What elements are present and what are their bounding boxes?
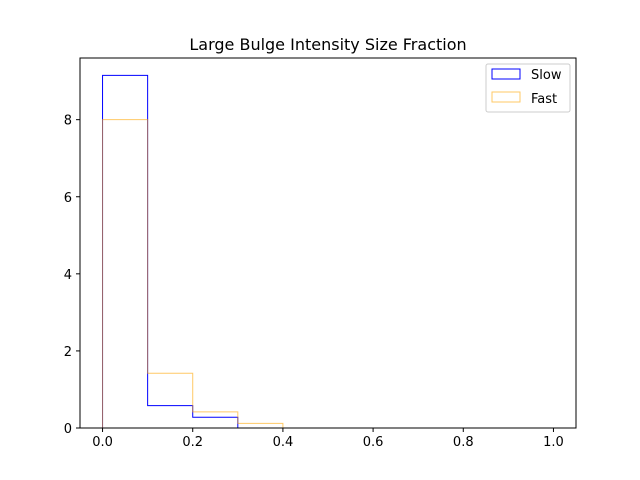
y-axis: 0 2 4 6 8 (64, 114, 80, 437)
x-tick-label: 0.6 (363, 435, 384, 450)
legend-label-fast: Fast (531, 92, 557, 107)
x-tick-label: 0.4 (273, 435, 294, 450)
y-tick-label: 4 (64, 268, 72, 283)
y-tick-label: 2 (64, 345, 72, 360)
chart-title: Large Bulge Intensity Size Fraction (189, 35, 466, 54)
x-tick-label: 0.0 (92, 435, 113, 450)
y-tick-label: 0 (64, 422, 72, 437)
histogram-series-fast (102, 119, 554, 429)
legend: Slow Fast (485, 63, 571, 113)
axes-frame (79, 57, 577, 429)
y-tick-label: 6 (64, 191, 72, 206)
x-tick-label: 0.2 (182, 435, 203, 450)
x-tick-label: 1.0 (543, 435, 564, 450)
legend-swatch-fast (491, 91, 521, 103)
legend-swatch-slow (491, 68, 521, 80)
series-layer (102, 74, 554, 429)
y-tick-label: 8 (64, 114, 72, 129)
x-tick-label: 0.8 (453, 435, 474, 450)
histogram-series-slow (102, 74, 554, 429)
legend-label-slow: Slow (531, 68, 562, 83)
legend-box (485, 63, 571, 113)
x-axis: 0.0 0.2 0.4 0.6 0.8 1.0 (92, 428, 564, 450)
